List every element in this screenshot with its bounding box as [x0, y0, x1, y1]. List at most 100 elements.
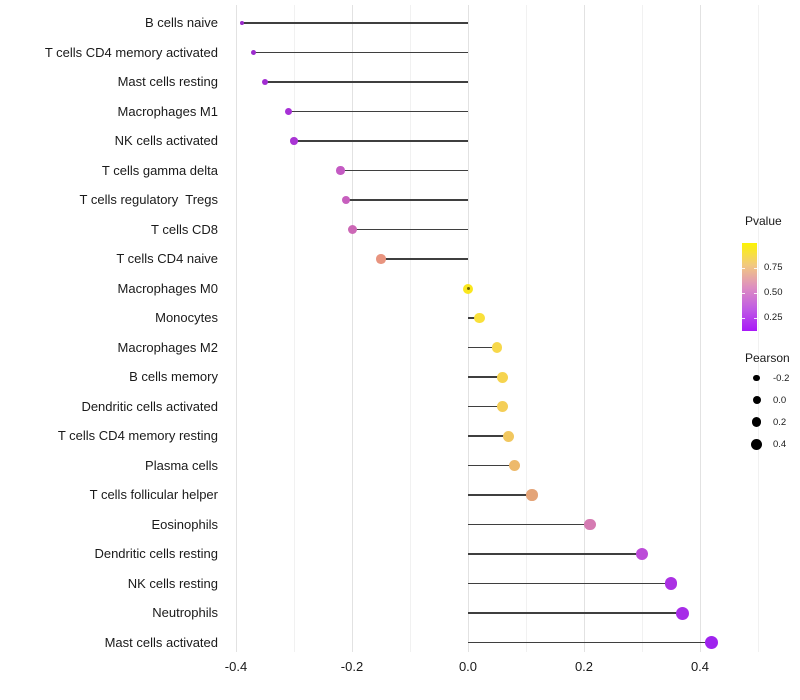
lollipop-stem: [468, 641, 712, 644]
minor-gridline: [758, 5, 759, 652]
y-axis-label: NK cells resting: [127, 575, 218, 591]
y-axis-label: T cells CD4 memory resting: [57, 428, 218, 443]
pvalue-tick-label: 0.25: [764, 312, 783, 323]
major-gridline: [468, 5, 469, 652]
pearson-legend-item: 0.4: [749, 434, 786, 456]
lollipop-stem: [253, 51, 468, 54]
minor-gridline: [526, 5, 527, 652]
y-axis-label: T cells gamma delta: [101, 162, 218, 178]
pvalue-tick-mark: [742, 293, 745, 294]
pearson-legend-label: 0.2: [773, 416, 787, 428]
y-axis-label: T cells follicular helper: [89, 487, 218, 502]
pearson-legend-dot-cell: [749, 439, 764, 450]
pearson-legend-dot: [751, 417, 762, 427]
x-axis-tick-label: 0.0: [458, 659, 478, 674]
lollipop-dot: [636, 548, 648, 560]
pvalue-tick-mark: [754, 293, 757, 294]
major-gridline: [352, 5, 353, 652]
lollipop-dot: [239, 20, 245, 26]
pvalue-tick-mark: [742, 268, 745, 269]
pearson-legend-title: Pearson: [745, 351, 790, 365]
lollipop-dot: [664, 577, 678, 590]
major-gridline: [236, 5, 237, 652]
pvalue-tick-label: 0.50: [764, 287, 783, 298]
lollipop-stem: [468, 317, 480, 319]
y-axis-label: T cells CD4 naive: [116, 251, 218, 266]
lollipop-dot: [474, 312, 485, 324]
y-axis-label: Dendritic cells activated: [81, 398, 218, 414]
x-axis-tick-label: 0.4: [690, 659, 710, 674]
lollipop-stem: [468, 376, 503, 378]
pvalue-colorbar: [742, 243, 757, 331]
y-axis-label: Macrophages M1: [117, 103, 218, 119]
lollipop-stem: [468, 523, 590, 526]
x-axis-tick-label: -0.4: [224, 659, 248, 674]
lollipop-stem: [265, 81, 468, 83]
minor-gridline: [642, 5, 643, 652]
lollipop-stem: [346, 199, 468, 201]
lollipop-dot: [284, 108, 292, 115]
pvalue-tick-mark: [754, 318, 757, 319]
y-axis-label: Mast cells activated: [104, 634, 218, 650]
pearson-legend-dot: [752, 396, 761, 404]
lollipop-dot: [526, 489, 538, 501]
lollipop-dot: [336, 166, 345, 175]
minor-gridline: [294, 5, 295, 652]
lollipop-stem: [352, 228, 468, 231]
pearson-legend-item: 0.2: [749, 411, 786, 433]
lollipop-dot: [491, 342, 503, 353]
lollipop-stem: [468, 553, 642, 555]
pearson-legend-item: 0.0: [749, 389, 786, 411]
lollipop-stem: [294, 140, 468, 142]
y-axis-label: Neutrophils: [152, 605, 218, 620]
pvalue-tick-mark: [754, 268, 757, 269]
major-gridline: [700, 5, 701, 652]
y-axis-label: B cells memory: [129, 369, 218, 384]
minor-gridline: [410, 5, 411, 652]
pvalue-tick-mark: [742, 318, 745, 319]
pearson-legend-dot: [751, 439, 762, 450]
lollipop-dot: [262, 79, 268, 85]
lollipop-stem: [468, 346, 497, 349]
pearson-legend-dot-cell: [749, 396, 764, 404]
lollipop-stem: [381, 258, 468, 260]
y-axis-label: Macrophages M2: [117, 339, 218, 355]
lollipop-stem: [468, 612, 683, 614]
lollipop-stem: [340, 169, 468, 172]
major-gridline: [584, 5, 585, 652]
pearson-legend-label: -0.2: [773, 372, 790, 384]
y-axis-label: Mast cells resting: [117, 74, 218, 89]
lollipop-dot: [497, 371, 509, 383]
y-axis-label: T cells CD4 memory activated: [44, 44, 218, 60]
lollipop-dot: [508, 460, 520, 471]
pvalue-tick-label: 0.75: [764, 262, 783, 273]
lollipop-dot: [503, 430, 515, 442]
lollipop-stem: [288, 110, 468, 113]
pearson-legend-label: 0.4: [773, 439, 787, 450]
y-axis-label: Plasma cells: [145, 457, 218, 473]
lollipop-stem: [468, 464, 515, 467]
zero-point-mark: [466, 287, 470, 290]
lollipop-dot: [584, 518, 596, 531]
lollipop-stem: [468, 435, 509, 437]
lollipop-dot: [250, 50, 256, 55]
y-axis-label: T cells CD8: [151, 221, 218, 237]
y-axis-label: T cells regulatory Tregs: [79, 192, 218, 207]
pearson-legend-item: -0.2: [749, 367, 789, 389]
pearson-legend-label: 0.0: [773, 394, 787, 406]
lollipop-dot: [497, 401, 509, 412]
lollipop-stem: [241, 22, 468, 24]
lollipop-dot: [347, 225, 357, 234]
lollipop-dot: [376, 254, 386, 264]
y-axis-label: NK cells activated: [114, 133, 218, 148]
lollipop-stem: [468, 405, 503, 408]
lollipop-dot: [676, 606, 690, 620]
lollipop-dot: [704, 635, 719, 650]
pvalue-legend-title: Pvalue: [745, 214, 782, 228]
lollipop-dot: [290, 137, 298, 145]
pearson-legend-dot: [753, 374, 760, 382]
y-axis-label: B cells naive: [145, 15, 218, 30]
lollipop-dot: [341, 195, 351, 205]
x-axis-tick-label: -0.2: [340, 659, 364, 674]
